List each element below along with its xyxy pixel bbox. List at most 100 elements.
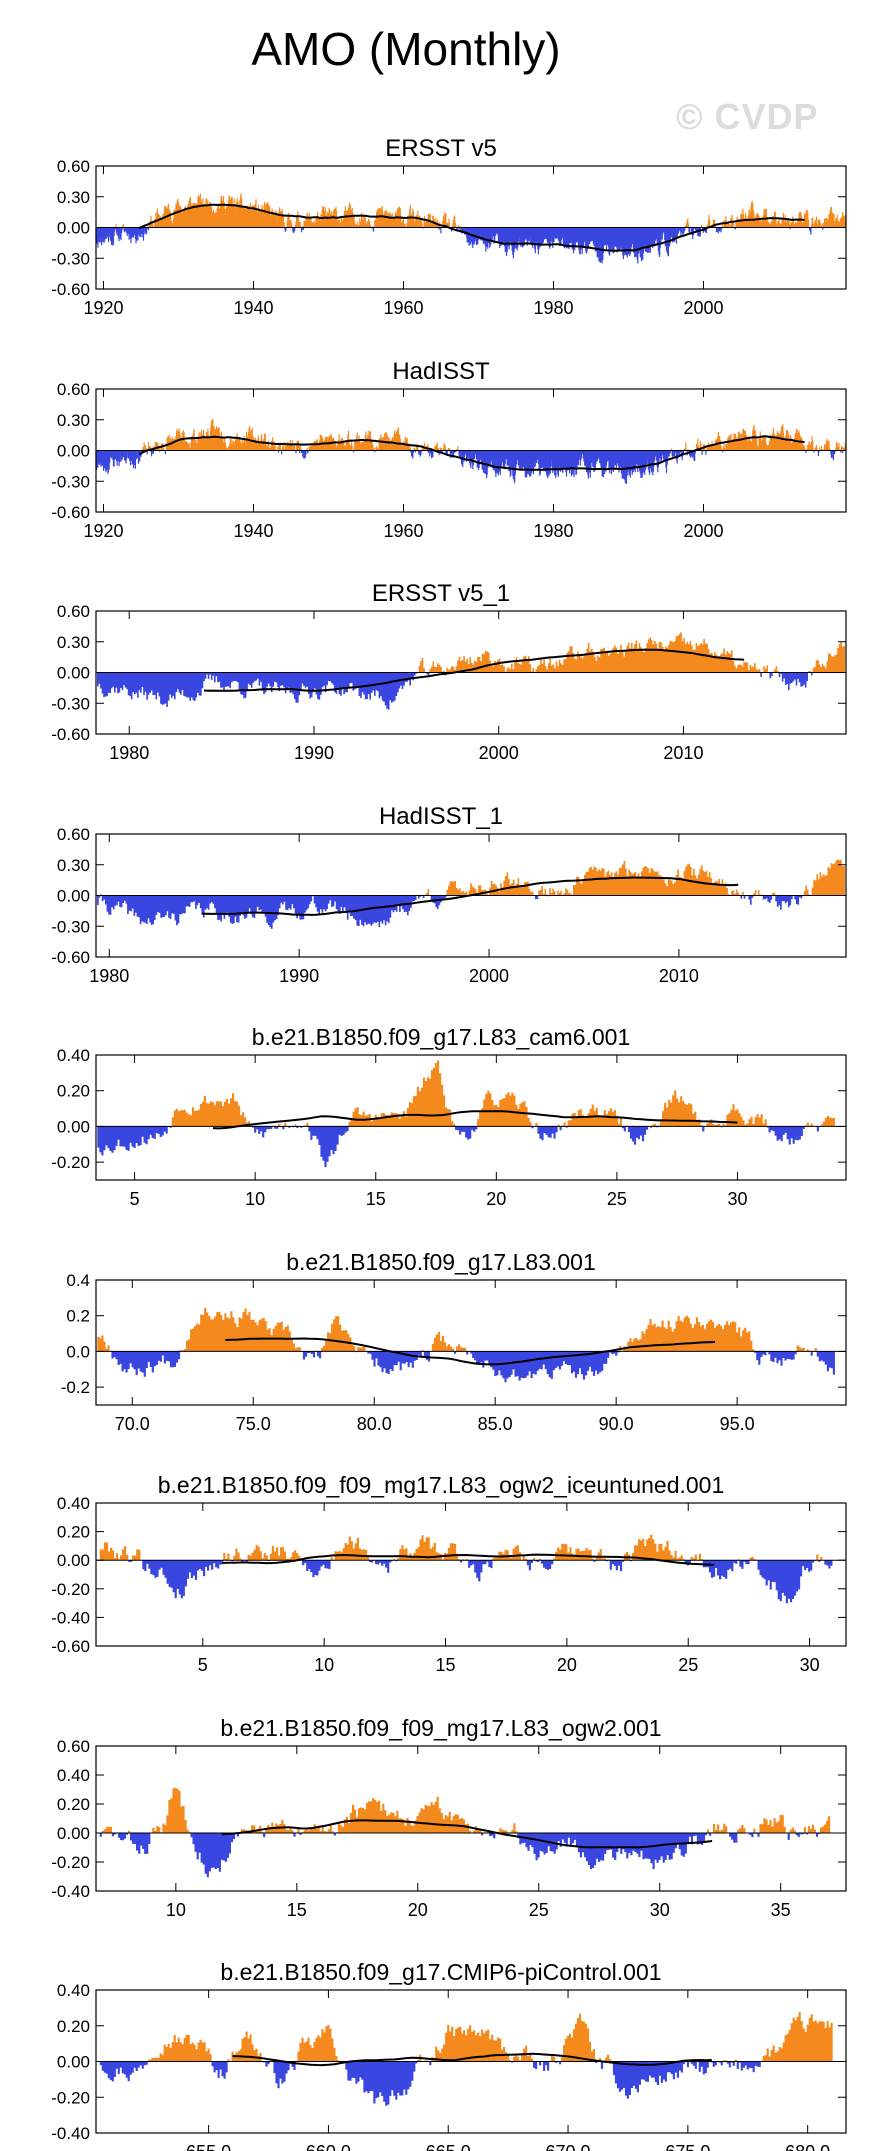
x-tick-label: 1980 bbox=[89, 966, 129, 986]
x-tick-label: 1990 bbox=[279, 966, 319, 986]
x-tick-label: 665.0 bbox=[426, 2142, 471, 2151]
positive-anomaly-bars bbox=[100, 859, 845, 896]
smoothed-line bbox=[222, 1553, 715, 1566]
panel-title: ERSST v5 bbox=[385, 135, 497, 162]
y-tick-label: 0.40 bbox=[57, 1981, 90, 2000]
y-tick-label: 0.00 bbox=[57, 664, 90, 683]
plot-frame bbox=[95, 1502, 847, 1647]
y-tick-label: 0.30 bbox=[57, 411, 90, 430]
x-tick-label: 15 bbox=[287, 1900, 307, 1920]
y-tick-label: 0.30 bbox=[57, 633, 90, 652]
y-tick-label: 0.00 bbox=[57, 1551, 90, 1570]
smoothed-line bbox=[232, 2052, 712, 2067]
x-tick-label: 5 bbox=[198, 1655, 208, 1675]
x-tick-label: 670.0 bbox=[546, 2142, 591, 2151]
negative-anomaly-bars bbox=[99, 1833, 821, 1878]
y-tick-label: 0.30 bbox=[57, 856, 90, 875]
x-tick-label: 1960 bbox=[383, 521, 423, 541]
panel-title: b.e21.B1850.f09_f09_mg17.L83_ogw2.001 bbox=[220, 1715, 661, 1741]
y-tick-label: 0.00 bbox=[57, 219, 90, 238]
x-tick-label: 1940 bbox=[233, 521, 273, 541]
y-tick-label: -0.60 bbox=[51, 725, 90, 744]
negative-anomaly-bars bbox=[95, 450, 844, 484]
x-tick-label: 2000 bbox=[469, 966, 509, 986]
positive-anomaly-bars bbox=[142, 418, 846, 451]
y-tick-label: 0.00 bbox=[57, 1824, 90, 1843]
chart-panel: HadISST_1 -0.60 -0.30 0.00 0.30 0.60 1980 1990 2… bbox=[51, 803, 847, 986]
y-tick-label: 0.60 bbox=[57, 380, 90, 399]
y-tick-label: 0.00 bbox=[57, 887, 90, 906]
y-tick-label: 0.20 bbox=[57, 1523, 90, 1542]
x-tick-label: 95.0 bbox=[720, 1414, 755, 1434]
x-tick-label: 2010 bbox=[659, 966, 699, 986]
x-tick-label: 655.0 bbox=[186, 2142, 231, 2151]
panel-title: HadISST bbox=[392, 358, 490, 385]
y-tick-label: 0.40 bbox=[57, 1766, 90, 1785]
x-tick-label: 2000 bbox=[683, 521, 723, 541]
x-tick-label: 1990 bbox=[294, 743, 334, 763]
y-tick-label: 0.4 bbox=[66, 1271, 90, 1290]
x-tick-label: 10 bbox=[166, 1900, 186, 1920]
x-tick-label: 20 bbox=[408, 1900, 428, 1920]
x-tick-label: 660.0 bbox=[306, 2142, 351, 2151]
smoothed-line bbox=[221, 1819, 713, 1849]
y-tick-label: 0.30 bbox=[57, 188, 90, 207]
y-tick-label: 0.2 bbox=[66, 1307, 90, 1326]
x-tick-label: 2000 bbox=[479, 743, 519, 763]
chart-panel: HadISST -0.60 -0.30 0.00 0.30 0.60 1920 1940 196… bbox=[51, 358, 847, 541]
y-tick-label: -0.40 bbox=[51, 2124, 90, 2143]
x-tick-label: 10 bbox=[314, 1655, 334, 1675]
y-tick-label: 0.0 bbox=[66, 1342, 90, 1361]
x-tick-label: 20 bbox=[486, 1189, 506, 1209]
y-tick-label: 0.00 bbox=[57, 442, 90, 461]
smoothed-line bbox=[203, 648, 745, 692]
x-tick-label: 85.0 bbox=[478, 1414, 513, 1434]
watermark: © CVDP bbox=[676, 96, 819, 137]
y-tick-label: 0.60 bbox=[57, 825, 90, 844]
y-tick-label: -0.60 bbox=[51, 948, 90, 967]
chart-panel: ERSST v5_1 -0.60 -0.30 0.00 0.30 0.60 1980 1990… bbox=[51, 580, 847, 763]
chart-panel: b.e21.B1850.f09_g17.L83.001 -0.2 0.0 0.2 0.4… bbox=[61, 1249, 847, 1434]
panel-title: ERSST v5_1 bbox=[372, 580, 510, 607]
panel-title: b.e21.B1850.f09_g17.L83_cam6.001 bbox=[252, 1024, 631, 1050]
negative-anomaly-bars bbox=[97, 1126, 821, 1168]
x-tick-label: 2010 bbox=[663, 743, 703, 763]
x-tick-label: 5 bbox=[130, 1189, 140, 1209]
y-tick-label: -0.20 bbox=[51, 1853, 90, 1872]
smoothed-line bbox=[138, 203, 805, 252]
panel-title: b.e21.B1850.f09_g17.L83.001 bbox=[286, 1249, 596, 1275]
x-tick-label: 75.0 bbox=[236, 1414, 271, 1434]
x-tick-label: 30 bbox=[650, 1900, 670, 1920]
chart-panel: b.e21.B1850.f09_g17.CMIP6-piControl.001 -… bbox=[51, 1959, 847, 2151]
x-tick-label: 10 bbox=[245, 1189, 265, 1209]
y-tick-label: 0.40 bbox=[57, 1494, 90, 1513]
positive-anomaly-bars bbox=[115, 193, 846, 228]
y-tick-label: -0.30 bbox=[51, 694, 90, 713]
x-tick-label: 80.0 bbox=[357, 1414, 392, 1434]
x-tick-label: 2000 bbox=[683, 298, 723, 318]
x-tick-label: 30 bbox=[727, 1189, 747, 1209]
x-tick-label: 25 bbox=[678, 1655, 698, 1675]
plot-frame bbox=[95, 1054, 847, 1181]
y-tick-label: 0.60 bbox=[57, 157, 90, 176]
x-tick-label: 25 bbox=[607, 1189, 627, 1209]
y-tick-label: -0.60 bbox=[51, 280, 90, 299]
main-title: AMO (Monthly) bbox=[251, 23, 561, 75]
y-tick-label: 0.60 bbox=[57, 1737, 90, 1756]
y-tick-label: -0.30 bbox=[51, 917, 90, 936]
y-tick-label: -0.30 bbox=[51, 249, 90, 268]
chart-panel: b.e21.B1850.f09_f09_mg17.L83_ogw2.001 -0.… bbox=[51, 1715, 847, 1920]
smoothed-line bbox=[212, 1110, 738, 1130]
chart-panel: b.e21.B1850.f09_f09_mg17.L83_ogw2_iceunt… bbox=[51, 1472, 847, 1675]
x-tick-label: 90.0 bbox=[599, 1414, 634, 1434]
x-tick-label: 1980 bbox=[533, 298, 573, 318]
x-tick-label: 15 bbox=[435, 1655, 455, 1675]
y-tick-label: 0.20 bbox=[57, 2017, 90, 2036]
plot-frame bbox=[95, 1745, 847, 1892]
x-tick-label: 20 bbox=[557, 1655, 577, 1675]
plot-frame bbox=[95, 1279, 847, 1406]
y-tick-label: 0.20 bbox=[57, 1082, 90, 1101]
x-tick-label: 675.0 bbox=[665, 2142, 710, 2151]
panel-title: HadISST_1 bbox=[379, 803, 503, 830]
smoothed-line bbox=[202, 876, 739, 916]
